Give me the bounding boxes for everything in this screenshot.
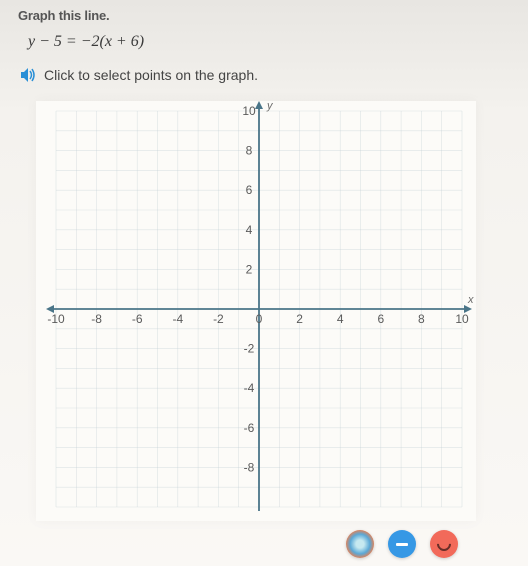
svg-text:6: 6 [246,183,253,197]
bottom-icon-row [346,530,458,558]
minimize-icon[interactable] [388,530,416,558]
instruction-text: Click to select points on the graph. [44,67,258,83]
browser-icon[interactable] [346,530,374,558]
svg-text:10: 10 [242,104,256,118]
svg-text:4: 4 [246,223,253,237]
graph-area[interactable]: -10 -8 -6 -4 -2 0 2 4 6 8 10 2 4 6 8 10 -2 -4 -6 -8 y x [36,101,476,521]
svg-text:-10: -10 [47,312,65,326]
svg-text:-8: -8 [244,460,255,474]
svg-text:0: 0 [256,312,263,326]
svg-text:-2: -2 [244,342,255,356]
svg-text:4: 4 [337,312,344,326]
svg-text:2: 2 [246,262,253,276]
sound-icon[interactable] [18,65,38,85]
svg-text:2: 2 [296,312,303,326]
svg-text:-6: -6 [244,421,255,435]
svg-text:8: 8 [418,312,425,326]
refresh-icon[interactable] [430,530,458,558]
svg-text:x: x [467,294,474,306]
svg-text:6: 6 [377,312,384,326]
svg-text:-4: -4 [172,312,183,326]
equation-text: y − 5 = −2(x + 6) [28,33,528,51]
svg-text:-8: -8 [91,312,102,326]
svg-text:-2: -2 [213,312,224,326]
svg-text:10: 10 [455,312,469,326]
coordinate-grid[interactable]: -10 -8 -6 -4 -2 0 2 4 6 8 10 2 4 6 8 10 -2 -4 -6 -8 y x [36,101,476,521]
instruction-row: Click to select points on the graph. [18,65,528,85]
page-title-partial: Graph this line. [18,8,528,23]
svg-text:8: 8 [246,144,253,158]
svg-text:-4: -4 [244,381,255,395]
svg-text:-6: -6 [132,312,143,326]
svg-text:y: y [266,101,274,112]
